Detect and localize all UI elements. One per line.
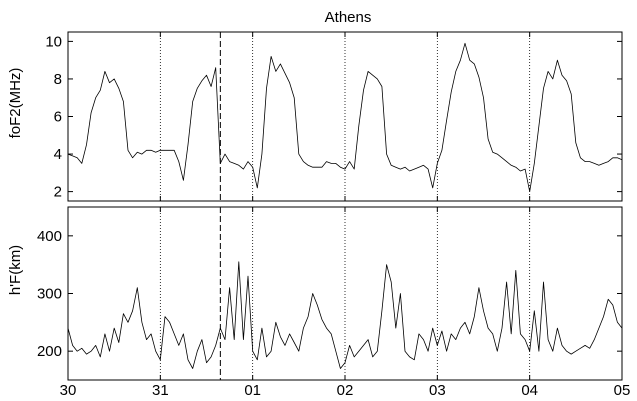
bottom-y-tick-label: 400 [37,228,62,245]
top-y-tick-label: 2 [54,184,62,201]
top-y-tick-label: 6 [54,109,62,126]
top-y-tick-label: 4 [54,146,62,163]
top-series-line [67,42,623,193]
chart-title: Athens [325,9,372,26]
bottom-y-tick-label: 300 [37,286,62,303]
bottom-x-tick-label: 31 [152,382,169,396]
bottom-y-axis-title: h'F(km) [7,245,24,295]
bottom-y-tick-label: 200 [37,343,62,360]
top-y-tick-label: 10 [45,33,62,50]
bottom-x-tick-label: 30 [60,382,77,396]
bottom-series-line [67,261,623,369]
bottom-x-tick-label: 04 [521,382,538,396]
top-panel: 2 4 6 8 10 [45,31,623,202]
bottom-panel: 200 300 400 30 31 01 02 03 04 05 [37,206,631,399]
top-y-axis-title: foF2(MHz) [7,68,24,139]
bottom-x-tick-label: 01 [244,382,261,396]
bottom-x-tick-label: 03 [429,382,446,396]
top-y-tick-label: 8 [54,71,62,88]
bottom-x-tick-label: 05 [614,382,631,396]
bottom-x-tick-label: 02 [337,382,354,396]
